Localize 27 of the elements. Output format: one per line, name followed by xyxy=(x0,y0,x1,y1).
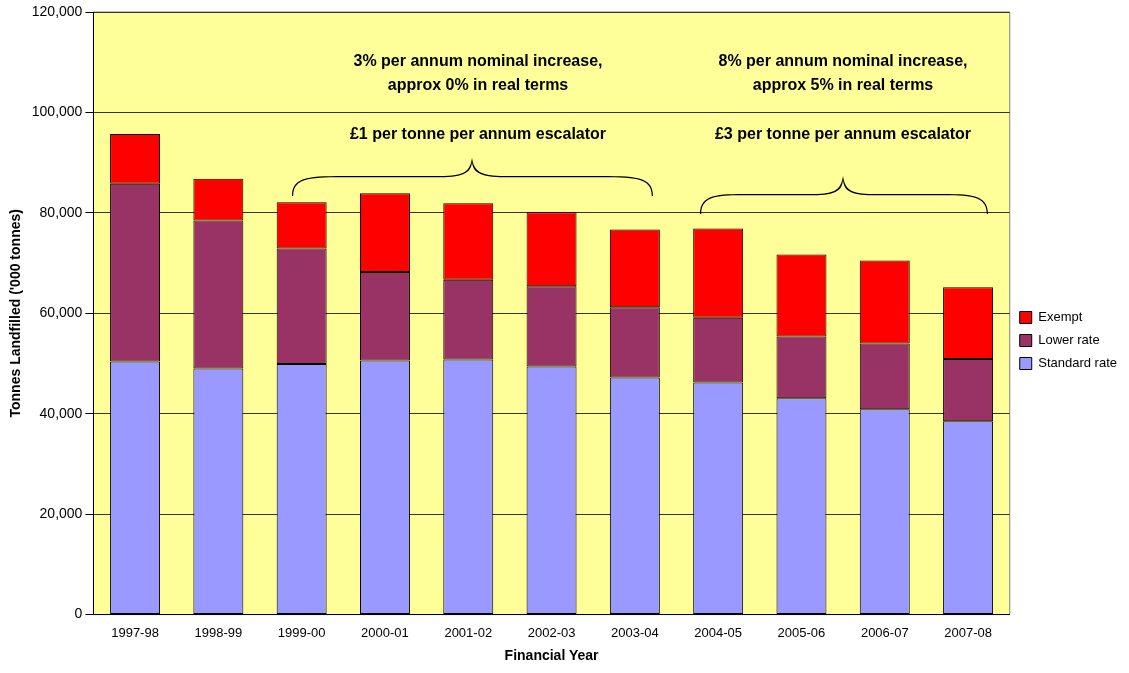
y-tick-label: 20,000 xyxy=(39,505,83,522)
x-tick-label: 2003-04 xyxy=(611,624,659,640)
y-tick-label: 120,000 xyxy=(31,2,83,19)
x-axis-title: Financial Year xyxy=(504,647,600,664)
x-tick-label: 2001-02 xyxy=(444,624,493,640)
y-axis-title: Tonnes Landfilled ('000 tonnes) xyxy=(7,209,24,418)
x-tick-label: 2005-06 xyxy=(777,624,826,640)
annotation: 3% per annum nominal increase, approx 0% in real terms xyxy=(353,52,603,94)
x-tick-label: 2006-07 xyxy=(860,624,909,640)
y-tick-label: 60,000 xyxy=(39,304,83,321)
y-tick-label: 100,000 xyxy=(31,103,83,120)
x-tick-label: 1999-00 xyxy=(277,624,326,640)
y-tick-label: 40,000 xyxy=(39,404,83,421)
x-tick-label: 2000-01 xyxy=(361,624,409,640)
x-tick-label: 2007-08 xyxy=(944,624,992,640)
x-tick-label: 1997-98 xyxy=(111,624,159,640)
legend-label: Exempt xyxy=(1038,309,1083,325)
x-tick-label: 1998-99 xyxy=(194,624,243,640)
y-tick-label: 0 xyxy=(74,605,83,622)
legend-label: Standard rate xyxy=(1038,355,1118,371)
annotation: £3 per tonne per annum escalator xyxy=(714,125,972,143)
annotation: £1 per tonne per annum escalator xyxy=(349,125,607,143)
y-tick-label: 80,000 xyxy=(39,203,83,220)
x-tick-label: 2004-05 xyxy=(694,624,743,640)
x-tick-label: 2002-03 xyxy=(527,624,576,640)
annotation: 8% per annum nominal increase, approx 5% in real terms xyxy=(718,52,968,94)
legend-label: Lower rate xyxy=(1038,332,1100,348)
